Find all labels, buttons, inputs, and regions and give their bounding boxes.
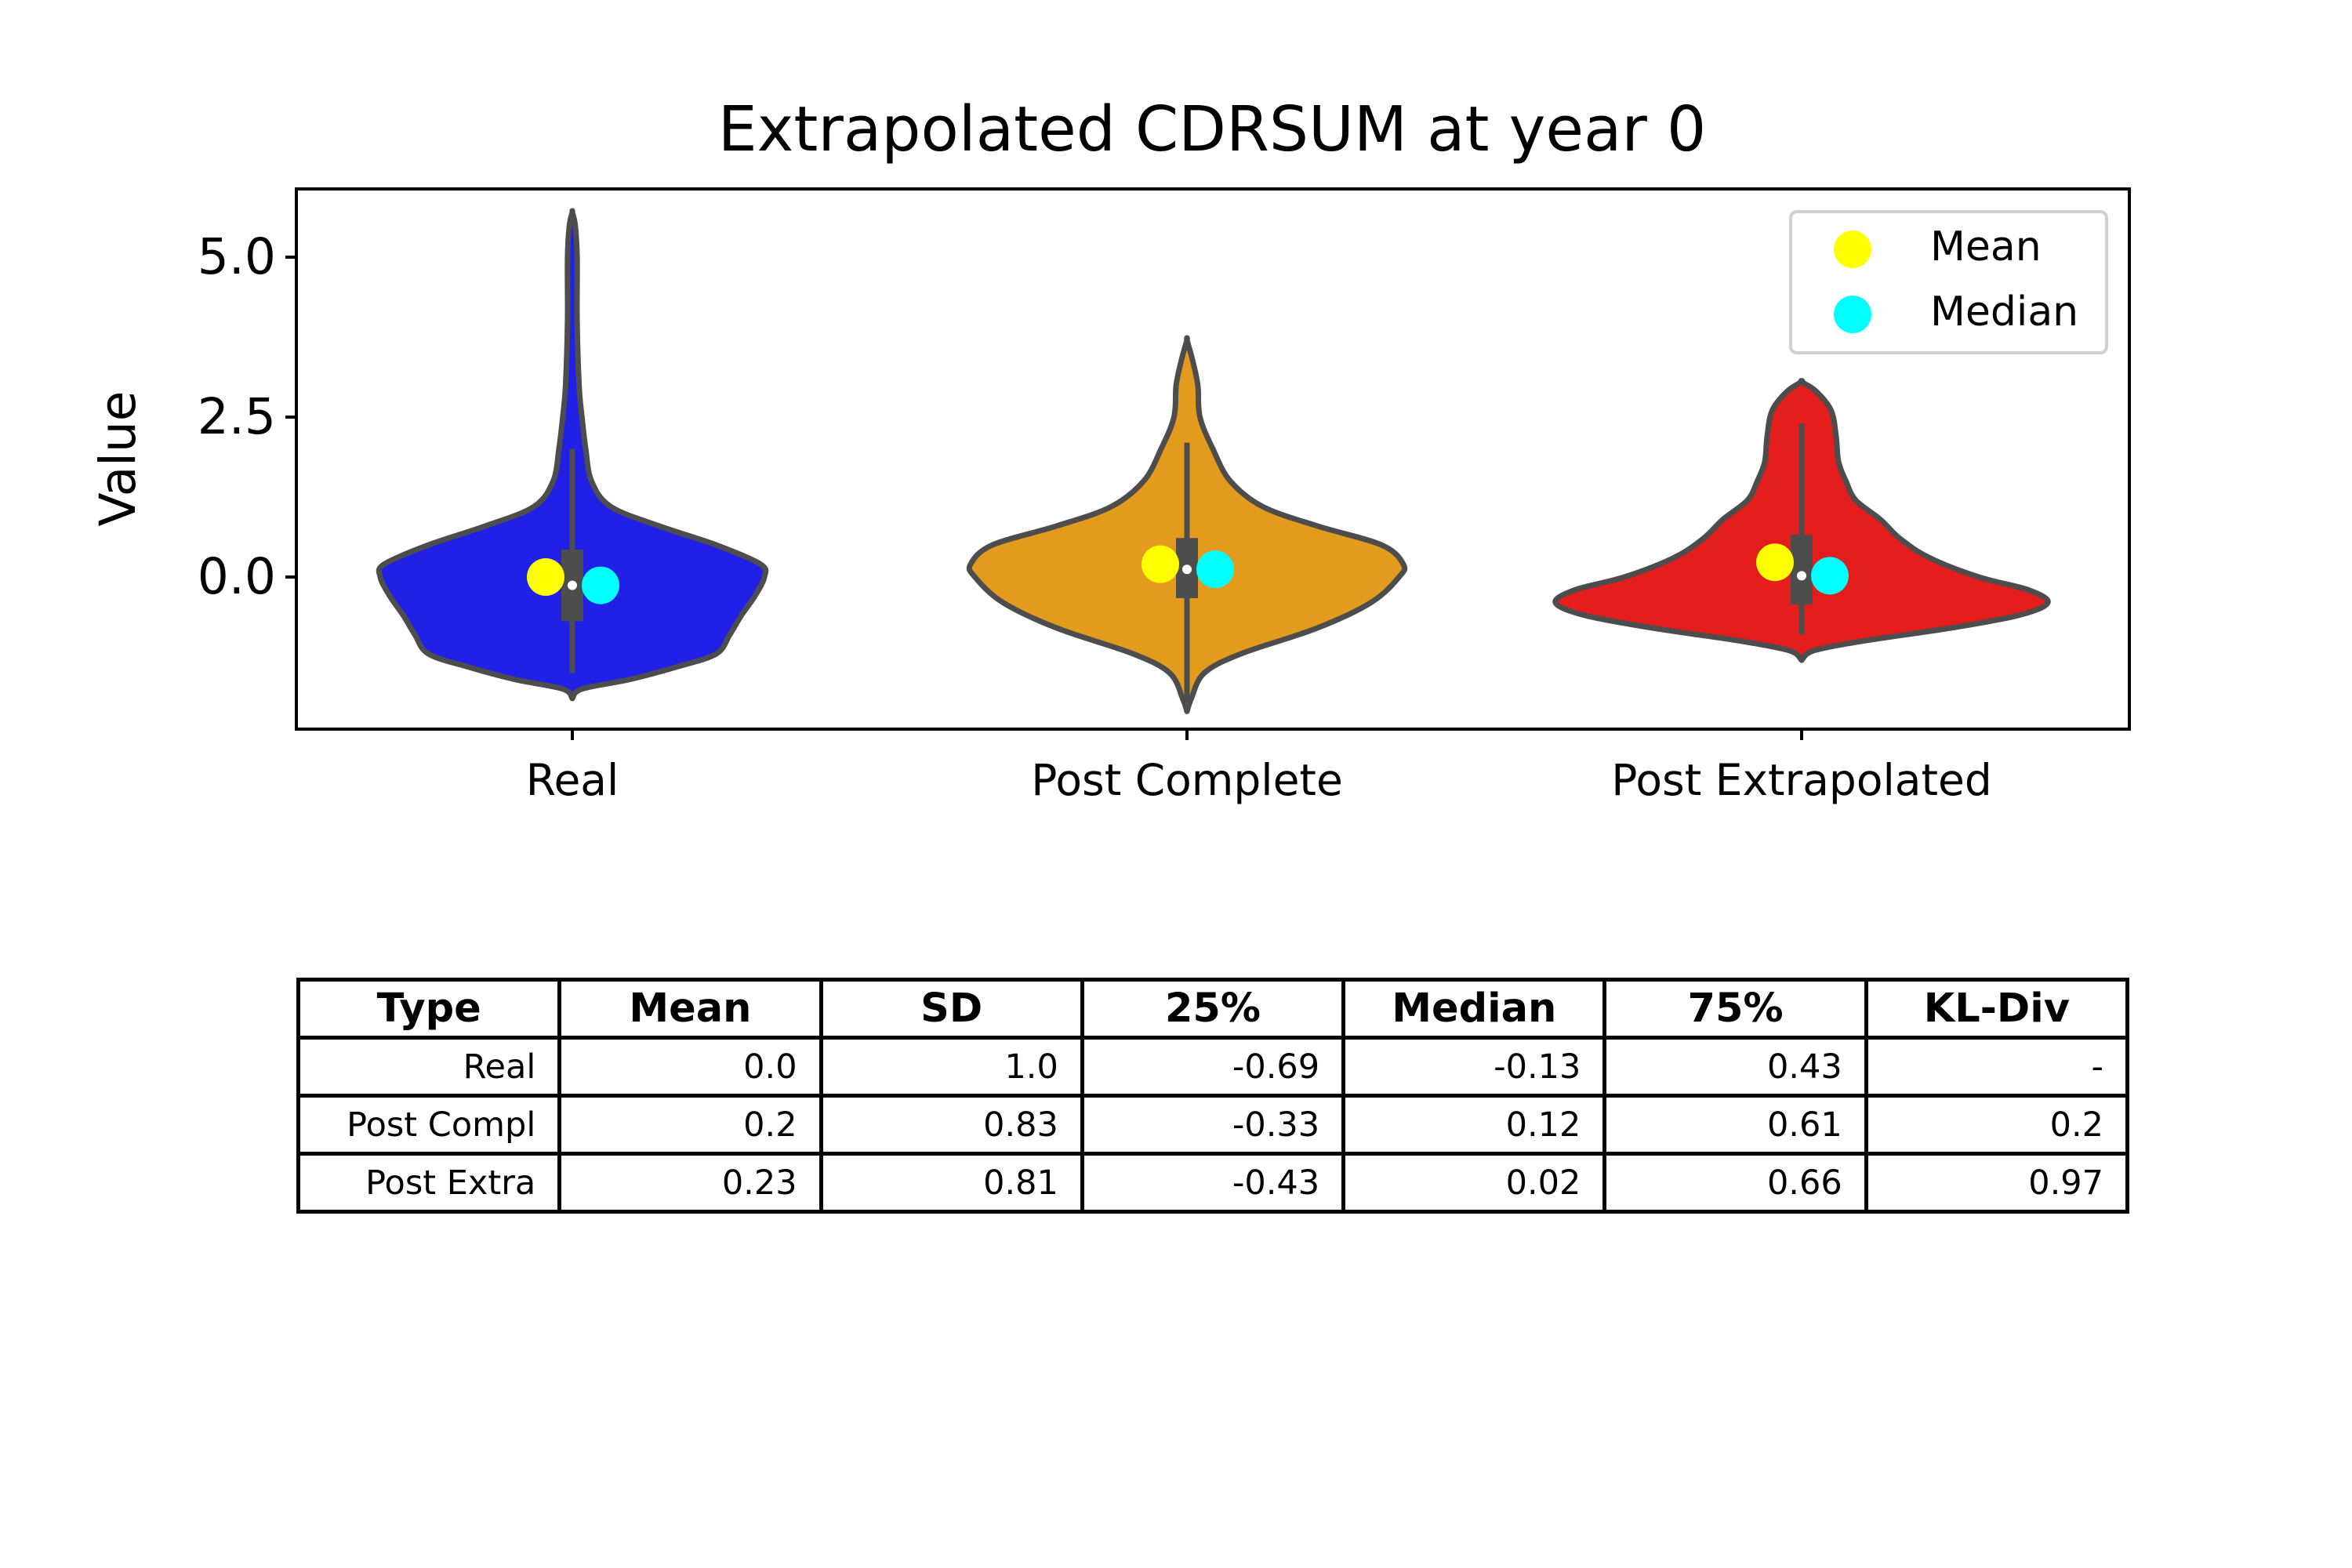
legend-mean-label: Mean — [1930, 223, 2042, 270]
x-tick-label: Post Complete — [1031, 755, 1343, 805]
y-axis-label: Value — [89, 390, 147, 526]
y-tick-label: 2.5 — [198, 388, 276, 445]
stats-table: Type Mean SD 25% Median 75% KL-Div Real … — [296, 978, 2130, 1214]
violin-median-dot — [1797, 571, 1806, 581]
x-tick-label: Post Extrapolated — [1611, 755, 1992, 805]
violin-group — [376, 208, 769, 702]
table-cell: Post Compl — [296, 1094, 562, 1156]
table-header-cell: Type — [296, 978, 562, 1040]
table-header-cell: 25% — [1080, 978, 1346, 1040]
table-row: Post Extra 0.23 0.81 -0.43 0.02 0.66 0.9… — [296, 1152, 2130, 1214]
violin-iqr-box — [1791, 535, 1813, 605]
table-cell: 0.0 — [557, 1036, 823, 1098]
table-cell: 0.81 — [818, 1152, 1084, 1214]
table-cell: 0.2 — [557, 1094, 823, 1156]
median-marker — [582, 566, 619, 604]
table-cell: 0.02 — [1341, 1152, 1607, 1214]
table-cell: 1.0 — [818, 1036, 1084, 1098]
table-cell: Real — [296, 1036, 562, 1098]
table-cell: 0.12 — [1341, 1094, 1607, 1156]
median-marker — [1811, 557, 1849, 595]
table-header-cell: Median — [1341, 978, 1607, 1040]
mean-marker — [527, 558, 564, 596]
table-cell: 0.83 — [818, 1094, 1084, 1156]
y-tick-label: 5.0 — [198, 228, 276, 285]
table-header-cell: KL-Div — [1864, 978, 2130, 1040]
table-cell: -0.13 — [1341, 1036, 1607, 1098]
table-cell: -0.33 — [1080, 1094, 1346, 1156]
x-tick-label: Real — [526, 755, 619, 805]
table-cell: 0.2 — [1864, 1094, 2130, 1156]
table-header-cell: SD — [818, 978, 1084, 1040]
table-cell: 0.66 — [1602, 1152, 1868, 1214]
chart-title: Extrapolated CDRSUM at year 0 — [718, 93, 1706, 165]
plot-frame — [295, 187, 2131, 731]
y-axis-ticks: 5.0 2.5 0.0 — [198, 228, 296, 605]
table-cell: 0.23 — [557, 1152, 823, 1214]
table-cell: 0.43 — [1602, 1036, 1868, 1098]
table-cell: 0.61 — [1602, 1094, 1868, 1156]
violin-median-dot — [568, 580, 577, 590]
table-header-cell: 75% — [1602, 978, 1868, 1040]
table-cell: -0.69 — [1080, 1036, 1346, 1098]
plot-content — [376, 208, 2051, 714]
y-tick-label: 0.0 — [198, 548, 276, 605]
legend-mean-marker — [1834, 230, 1871, 268]
table-header-row: Type Mean SD 25% Median 75% KL-Div — [296, 978, 2130, 1040]
table-header-cell: Mean — [557, 978, 823, 1040]
violin-group — [1552, 378, 2051, 663]
table-cell: -0.43 — [1080, 1152, 1346, 1214]
legend: Mean Median — [1789, 210, 2108, 354]
legend-median-label: Median — [1930, 289, 2078, 336]
median-marker — [1196, 550, 1234, 589]
table-cell: Post Extra — [296, 1152, 562, 1214]
table-row: Post Compl 0.2 0.83 -0.33 0.12 0.61 0.2 — [296, 1094, 2130, 1156]
table-cell: 0.97 — [1864, 1152, 2130, 1214]
table-cell: - — [1864, 1036, 2130, 1098]
mean-marker — [1756, 543, 1794, 582]
mean-marker — [1142, 545, 1179, 583]
legend-median-marker — [1834, 296, 1871, 333]
table-row: Real 0.0 1.0 -0.69 -0.13 0.43 - — [296, 1036, 2130, 1098]
x-axis-ticks: Real Post Complete Post Extrapolated — [526, 729, 1992, 805]
violin-median-dot — [1182, 564, 1192, 575]
violin-group — [966, 335, 1408, 714]
